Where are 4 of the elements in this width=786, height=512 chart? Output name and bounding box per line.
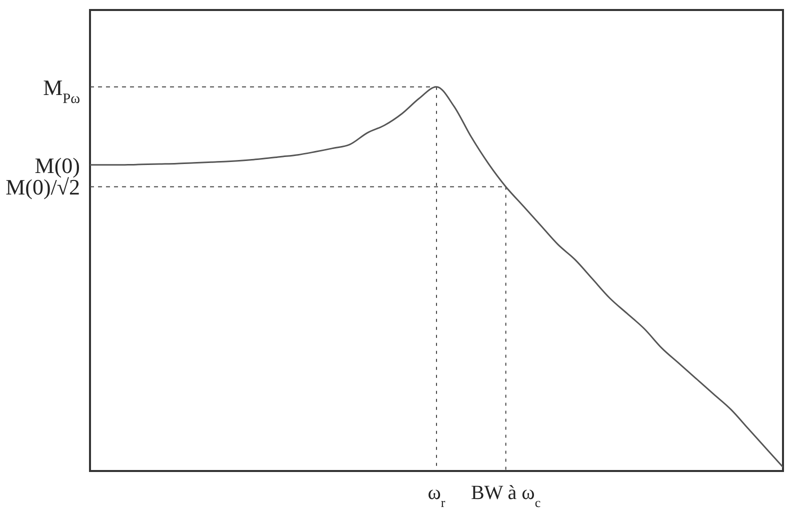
x-tick-label: ω$_{r}$ xyxy=(428,482,446,510)
text: M(0) xyxy=(34,152,80,178)
x-tick-label: BW à ω$_{c}$ xyxy=(470,482,541,510)
annotation: M$_{Pω}$ xyxy=(43,74,80,107)
